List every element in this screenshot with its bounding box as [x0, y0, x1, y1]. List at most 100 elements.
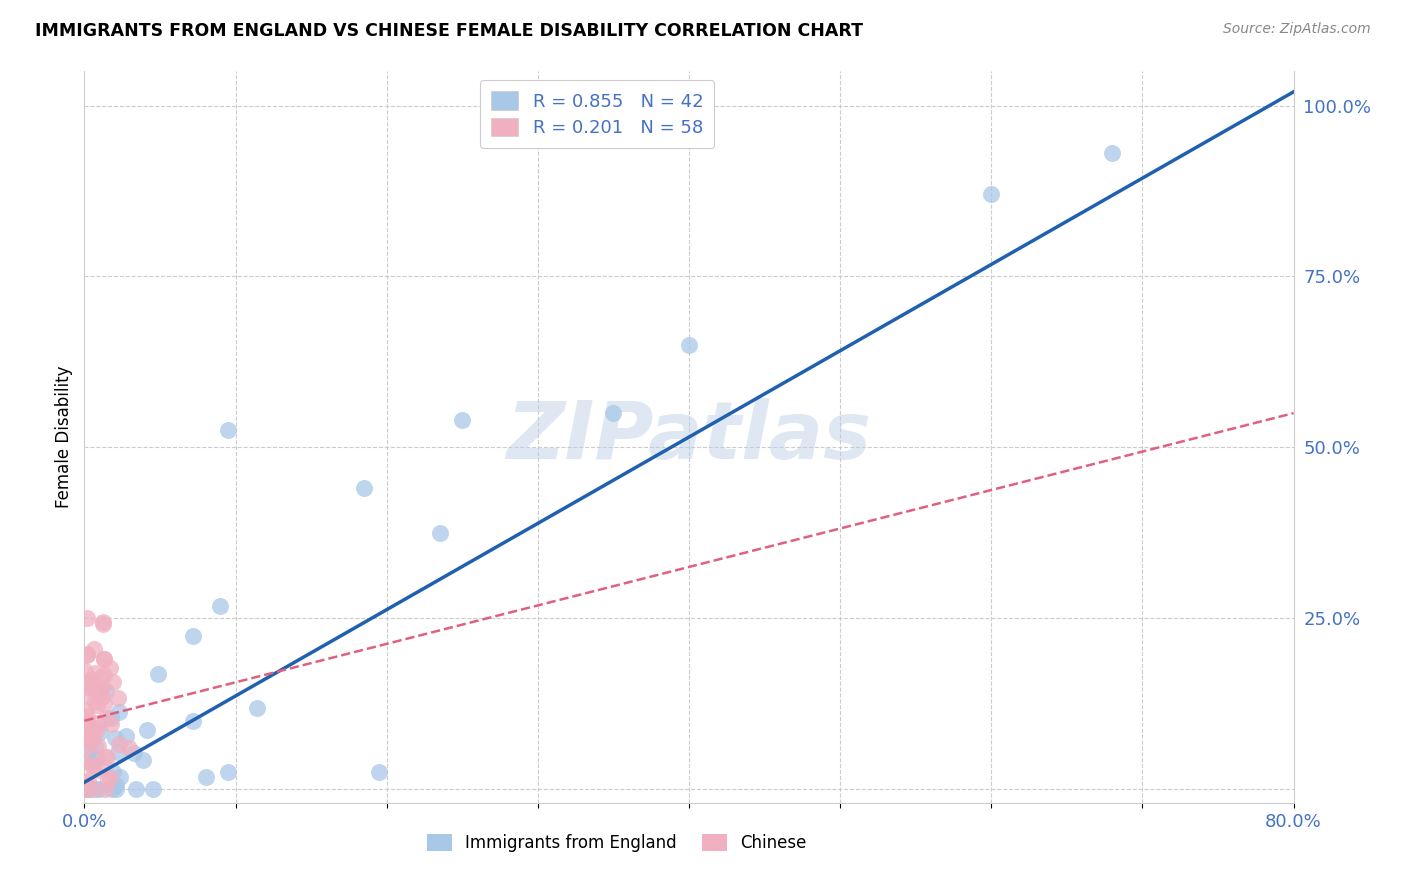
Point — [678, 338, 700, 352]
Point — [101, 764, 124, 779]
Point — [217, 423, 239, 437]
Point — [104, 782, 127, 797]
Point — [94, 683, 117, 698]
Point — [93, 652, 115, 666]
Point — [83, 641, 105, 656]
Point — [87, 782, 110, 797]
Point — [980, 187, 1002, 202]
Point — [368, 765, 391, 780]
Point — [181, 629, 204, 643]
Point — [98, 770, 121, 784]
Point — [91, 616, 114, 631]
Point — [96, 749, 118, 764]
Point — [77, 782, 100, 797]
Point — [107, 737, 129, 751]
Point — [76, 780, 98, 795]
Legend: Immigrants from England, Chinese: Immigrants from England, Chinese — [418, 825, 814, 860]
Point — [80, 758, 103, 772]
Point — [80, 725, 103, 739]
Point — [82, 720, 104, 734]
Point — [110, 770, 132, 784]
Point — [93, 698, 115, 712]
Point — [75, 782, 97, 797]
Point — [142, 782, 165, 797]
Point — [100, 711, 122, 725]
Point — [103, 675, 125, 690]
Point — [89, 763, 111, 777]
Point — [125, 782, 148, 797]
Point — [76, 745, 98, 759]
Point — [80, 673, 103, 687]
Point — [75, 704, 97, 718]
Text: IMMIGRANTS FROM ENGLAND VS CHINESE FEMALE DISABILITY CORRELATION CHART: IMMIGRANTS FROM ENGLAND VS CHINESE FEMAL… — [35, 22, 863, 40]
Point — [75, 725, 97, 739]
Point — [84, 739, 107, 753]
Point — [107, 745, 129, 759]
Point — [84, 723, 107, 738]
Point — [75, 714, 97, 728]
Point — [131, 753, 153, 767]
Point — [76, 739, 98, 753]
Point — [86, 698, 108, 713]
Point — [89, 671, 111, 685]
Point — [76, 647, 98, 661]
Point — [104, 778, 127, 792]
Point — [75, 782, 97, 797]
Point — [429, 525, 451, 540]
Point — [91, 615, 114, 629]
Point — [91, 690, 114, 704]
Point — [82, 682, 104, 697]
Point — [93, 750, 115, 764]
Point — [83, 665, 105, 680]
Point — [194, 770, 217, 784]
Text: ZIPatlas: ZIPatlas — [506, 398, 872, 476]
Point — [124, 746, 146, 760]
Point — [89, 685, 111, 699]
Point — [77, 676, 100, 690]
Point — [451, 413, 474, 427]
Point — [86, 716, 108, 731]
Point — [97, 772, 120, 787]
Point — [89, 725, 111, 739]
Point — [93, 668, 115, 682]
Point — [1101, 146, 1123, 161]
Point — [76, 611, 98, 625]
Point — [75, 754, 97, 768]
Y-axis label: Female Disability: Female Disability — [55, 366, 73, 508]
Point — [100, 716, 122, 731]
Point — [104, 731, 127, 745]
Point — [183, 714, 205, 729]
Point — [84, 750, 107, 764]
Point — [75, 730, 97, 744]
Point — [75, 734, 97, 748]
Point — [84, 695, 107, 709]
Text: Source: ZipAtlas.com: Source: ZipAtlas.com — [1223, 22, 1371, 37]
Point — [80, 755, 103, 769]
Point — [602, 406, 624, 420]
Point — [83, 759, 105, 773]
Point — [80, 732, 103, 747]
Point — [90, 681, 112, 695]
Point — [115, 729, 138, 743]
Point — [94, 782, 117, 797]
Point — [246, 701, 269, 715]
Point — [353, 481, 375, 495]
Point — [76, 773, 98, 788]
Point — [76, 648, 98, 662]
Point — [94, 711, 117, 725]
Point — [98, 660, 121, 674]
Point — [75, 664, 97, 678]
Point — [80, 731, 103, 745]
Point — [217, 765, 239, 780]
Point — [80, 782, 103, 797]
Point — [77, 680, 100, 694]
Point — [79, 690, 101, 704]
Point — [100, 782, 122, 797]
Point — [209, 599, 232, 614]
Point — [108, 705, 131, 719]
Point — [76, 709, 98, 723]
Point — [93, 651, 115, 665]
Point — [87, 739, 110, 754]
Point — [136, 723, 159, 737]
Point — [83, 782, 105, 797]
